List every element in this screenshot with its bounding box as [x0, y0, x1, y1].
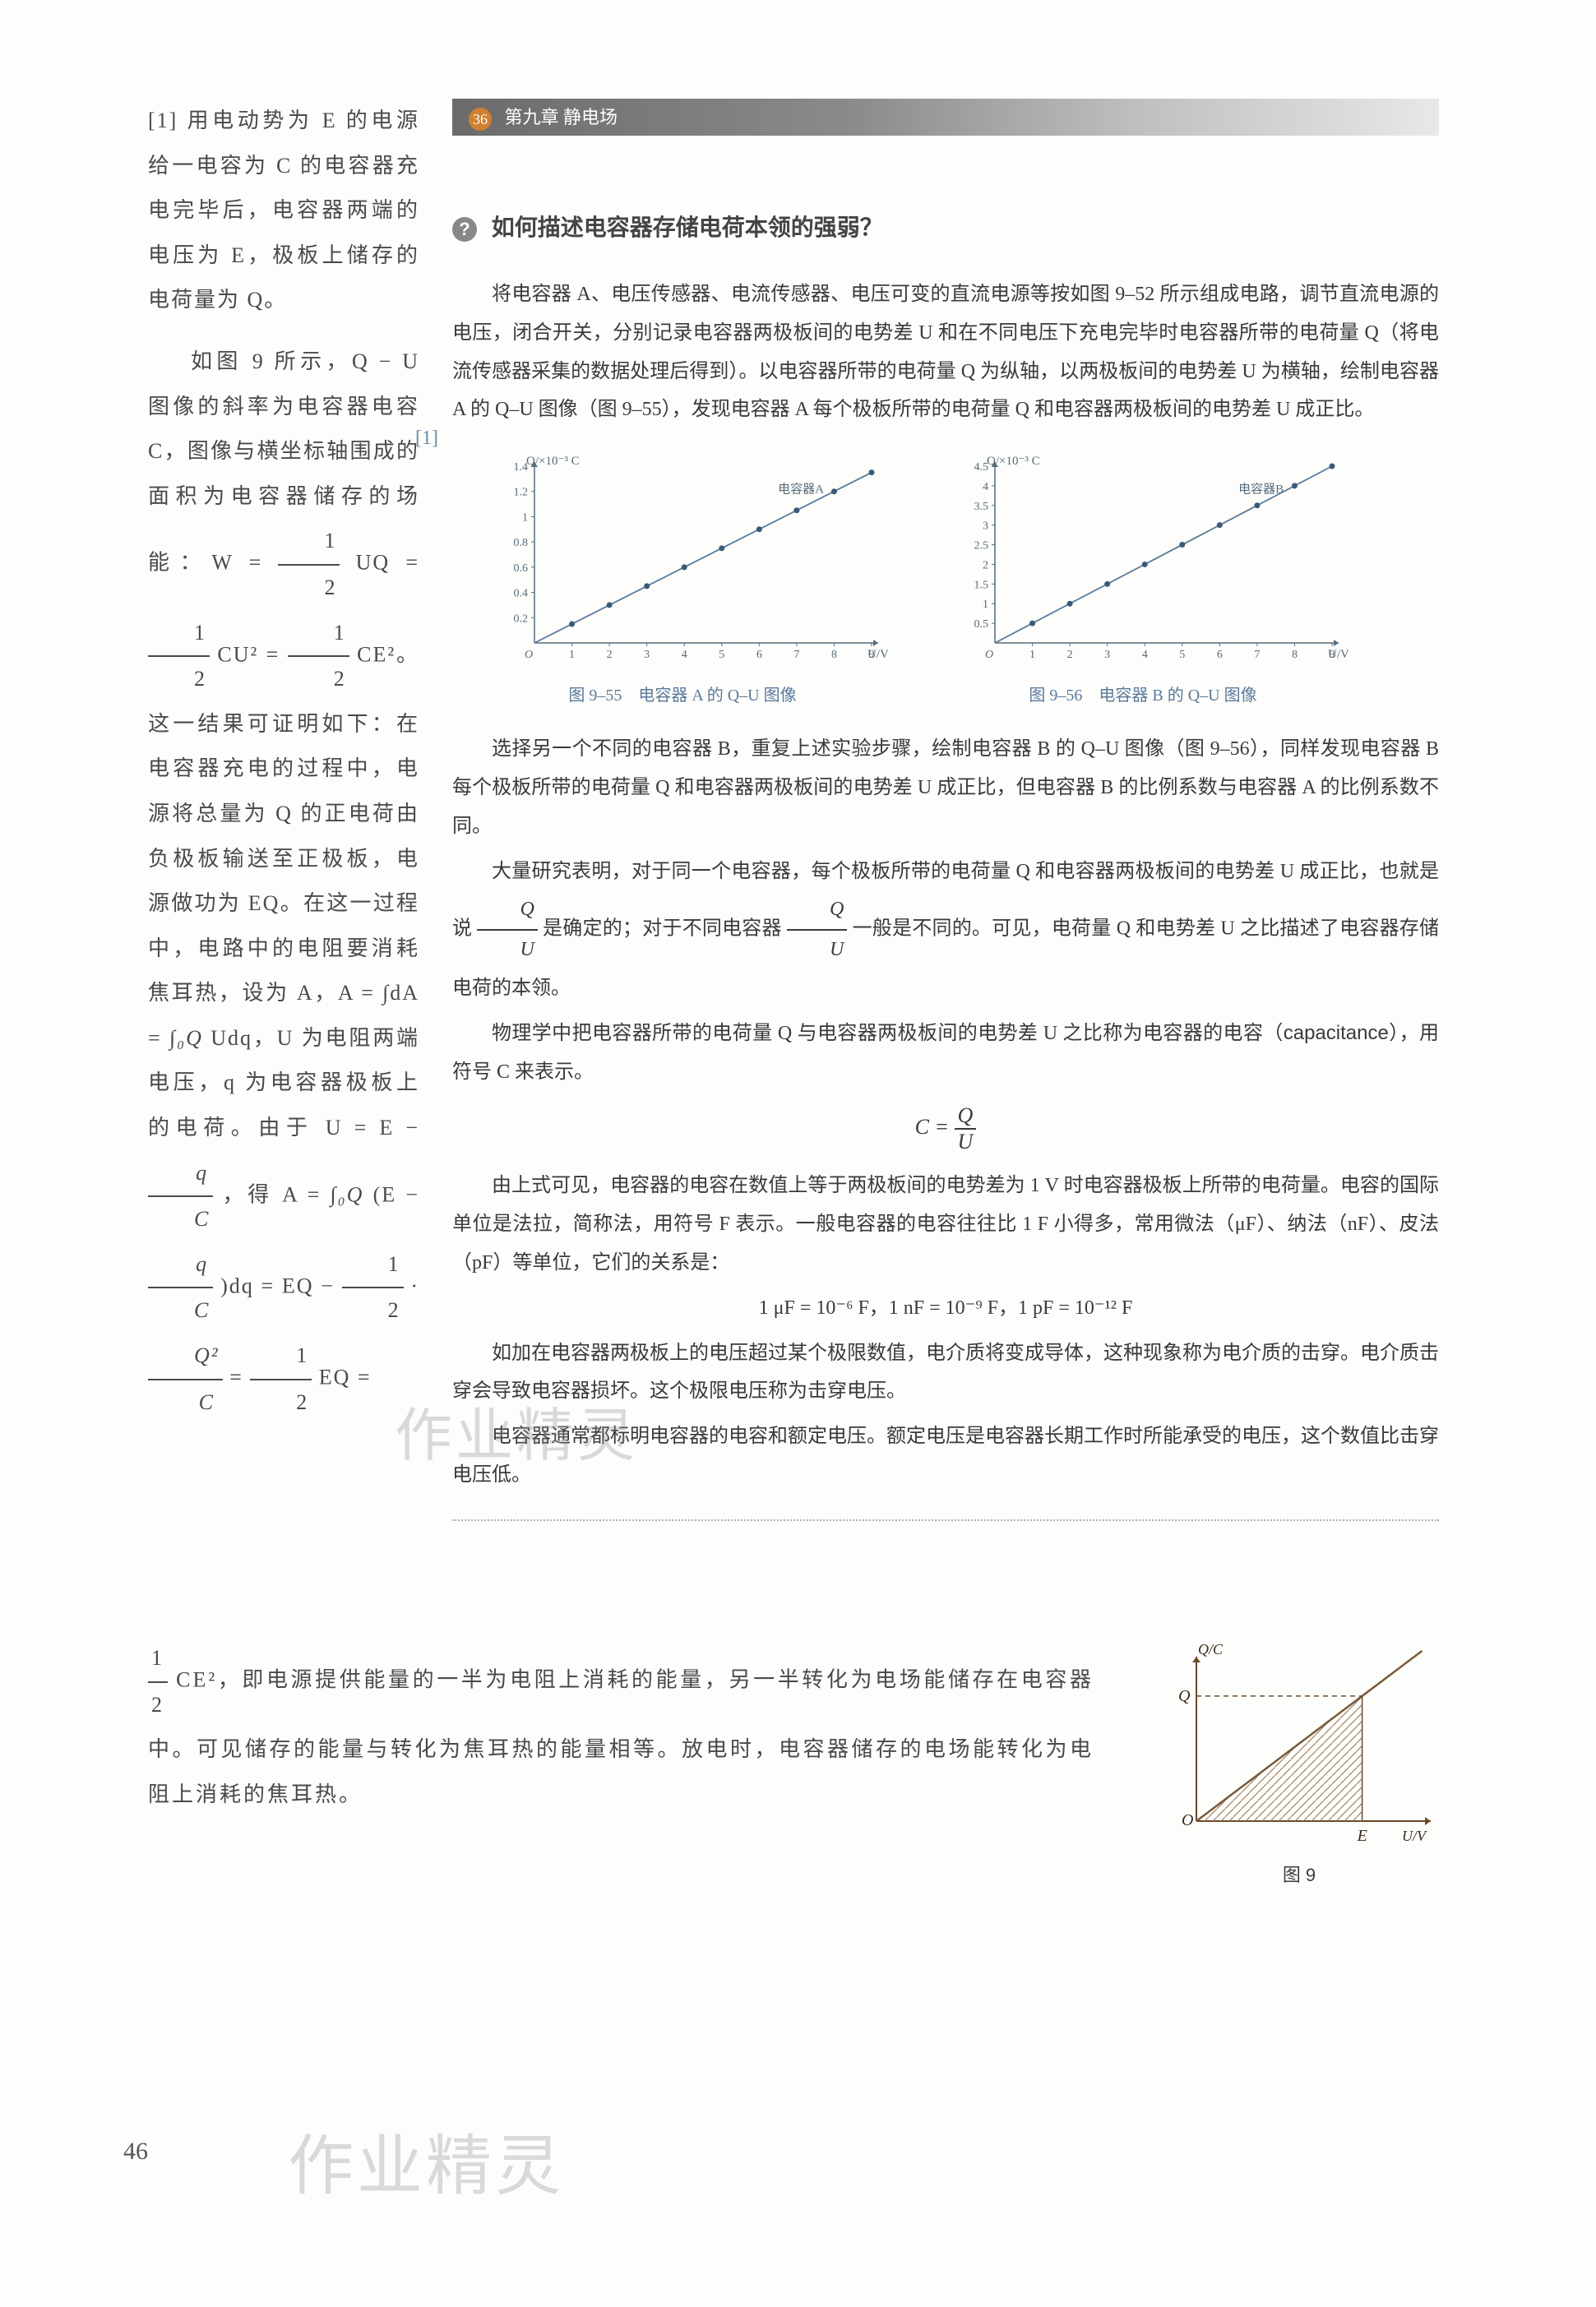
chapter-number-circle: 36	[469, 108, 492, 131]
svg-text:3: 3	[644, 649, 650, 661]
svg-text:3.5: 3.5	[974, 501, 989, 513]
formula-capacitance: C = QU	[452, 1103, 1439, 1154]
main-p3: 大量研究表明，对于同一个电容器，每个极板所带的电荷量 Q 和电容器两极板间的电势…	[452, 853, 1439, 1008]
svg-text:6: 6	[1217, 649, 1223, 661]
svg-text:5: 5	[719, 649, 724, 661]
svg-text:电容器B: 电容器B	[1238, 482, 1284, 496]
svg-text:3: 3	[1104, 649, 1110, 661]
svg-text:8: 8	[1292, 649, 1298, 661]
svg-text:1.2: 1.2	[514, 487, 529, 499]
main-p2: 选择另一个不同的电容器 B，重复上述实验步骤，绘制电容器 B 的 Q–U 图像（…	[452, 730, 1439, 845]
svg-text:2.5: 2.5	[974, 540, 989, 552]
svg-text:Q/C: Q/C	[1198, 1644, 1224, 1657]
svg-text:7: 7	[1254, 649, 1260, 661]
svg-text:电容器A: 电容器A	[778, 482, 824, 496]
note-ref-label: [1]	[148, 109, 178, 132]
question-icon: ?	[452, 217, 477, 242]
note-p1: [1] 用电动势为 E 的电源给一电容为 C 的电容器充电完毕后，电容器两端的电…	[148, 99, 419, 323]
main-p5: 由上式可见，电容器的电容在数值上等于两极板间的电势差为 1 V 时电容器极板上所…	[452, 1167, 1439, 1282]
main-p1: 将电容器 A、电压传感器、电流传感器、电压可变的直流电源等按如图 9–52 所示…	[452, 275, 1439, 429]
charts-row: 1234567890.20.40.60.811.21.4OQ/×10⁻³ CU/…	[477, 454, 1439, 705]
svg-text:1: 1	[522, 512, 528, 525]
chart-a-svg: 1234567890.20.40.60.811.21.4OQ/×10⁻³ CU/…	[477, 454, 888, 668]
units-line: 1 μF = 10⁻⁶ F，1 nF = 10⁻⁹ F，1 pF = 10⁻¹²…	[452, 1289, 1439, 1328]
svg-text:0.5: 0.5	[974, 618, 989, 631]
svg-text:0.2: 0.2	[514, 613, 529, 625]
chart-b-caption: 图 9–56 电容器 B 的 Q–U 图像	[937, 682, 1349, 705]
chapter-header: 36 第九章 静电场	[452, 99, 1439, 136]
svg-text:4: 4	[1142, 649, 1148, 661]
term-capacitance: 电容（capacitance）	[1224, 1022, 1399, 1044]
svg-text:1: 1	[1029, 649, 1035, 661]
figure-9-box: O Q E Q/C U/V 图 9	[1159, 1644, 1439, 1887]
left-margin-notes: [1] 用电动势为 E 的电源给一电容为 C 的电容器充电完毕后，电容器两端的电…	[148, 99, 419, 1425]
bottom-section: 12 CE²，即电源提供能量的一半为电阻上消耗的能量，另一半转化为电场能储存在电…	[148, 1636, 1439, 1817]
watermark-2: 作业精灵	[288, 2113, 564, 2208]
svg-text:0.4: 0.4	[514, 588, 529, 600]
svg-text:2: 2	[983, 560, 988, 572]
figure-9-svg: O Q E Q/C U/V	[1159, 1644, 1439, 1850]
svg-text:7: 7	[793, 649, 799, 661]
svg-text:U/V: U/V	[867, 648, 888, 661]
svg-text:Q/×10⁻³ C: Q/×10⁻³ C	[987, 455, 1040, 468]
svg-text:0.8: 0.8	[514, 537, 529, 549]
svg-text:U/V: U/V	[1328, 648, 1349, 661]
svg-text:3: 3	[983, 520, 988, 533]
svg-text:O: O	[1182, 1811, 1193, 1829]
chapter-title: 第九章 静电场	[505, 107, 618, 127]
question-text: 如何描述电容器存储电荷本领的强弱？	[492, 215, 883, 240]
svg-text:O: O	[985, 649, 993, 661]
bottom-continuation: 12 CE²，即电源提供能量的一半为电阻上消耗的能量，另一半转化为电场能储存在电…	[148, 1636, 1094, 1817]
svg-text:1: 1	[983, 599, 988, 611]
svg-text:5: 5	[1179, 649, 1185, 661]
main-column: 36 第九章 静电场 ? 如何描述电容器存储电荷本领的强弱？ 将电容器 A、电压…	[452, 99, 1439, 1546]
svg-text:4: 4	[682, 649, 687, 661]
chart-b-svg: 1234567890.511.522.533.544.5OQ/×10⁻³ CU/…	[937, 454, 1349, 668]
figure-9-caption: 图 9	[1159, 1861, 1439, 1887]
note-p2: 如图 9 所示，Q − U 图像的斜率为电容器电容 C，图像与横坐标轴围成的面积…	[148, 340, 419, 1425]
svg-text:4: 4	[983, 481, 988, 493]
main-p4: 物理学中把电容器所带的电荷量 Q 与电容器两极板间的电势差 U 之比称为电容器的…	[452, 1015, 1439, 1092]
svg-text:0.6: 0.6	[514, 562, 529, 575]
svg-text:Q/×10⁻³ C: Q/×10⁻³ C	[526, 455, 580, 468]
svg-text:1.5: 1.5	[974, 580, 989, 592]
svg-text:2: 2	[1067, 649, 1073, 661]
svg-text:E: E	[1357, 1827, 1367, 1845]
svg-text:2: 2	[607, 649, 613, 661]
page-number: 46	[123, 2138, 148, 2166]
chart-b-box: 1234567890.511.522.533.544.5OQ/×10⁻³ CU/…	[937, 454, 1349, 705]
svg-text:1: 1	[569, 649, 575, 661]
svg-text:Q: Q	[1178, 1687, 1191, 1705]
svg-text:6: 6	[756, 649, 762, 661]
dotted-separator	[452, 1519, 1439, 1521]
svg-text:U/V: U/V	[1402, 1828, 1427, 1844]
section-question: ? 如何描述电容器存储电荷本领的强弱？	[452, 210, 1439, 243]
margin-ref-1: [1]	[415, 428, 438, 450]
chart-a-caption: 图 9–55 电容器 A 的 Q–U 图像	[477, 682, 888, 705]
svg-text:8: 8	[831, 649, 837, 661]
watermark-1: 作业精灵	[395, 1389, 638, 1473]
chart-a-box: 1234567890.20.40.60.811.21.4OQ/×10⁻³ CU/…	[477, 454, 888, 705]
svg-text:O: O	[525, 649, 533, 661]
